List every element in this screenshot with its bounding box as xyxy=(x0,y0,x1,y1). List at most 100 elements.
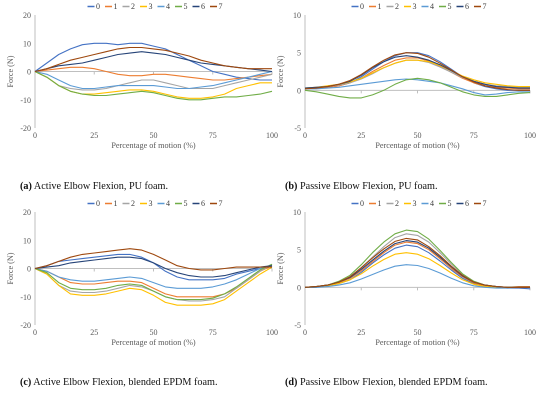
chart-a-legend-label-4: 4 xyxy=(166,2,170,11)
chart-d-xtick-label: 100 xyxy=(524,328,536,337)
chart-b-series-4-line xyxy=(305,78,530,96)
chart-b-legend-label-4: 4 xyxy=(430,2,434,11)
chart-c-ytick-label: 20 xyxy=(23,208,31,217)
chart-a-ylabel: Force (N) xyxy=(6,55,15,87)
chart-b-legend-label-3: 3 xyxy=(413,2,417,11)
chart-a-ytick-label: 10 xyxy=(23,39,31,48)
chart-c-xtick-label: 100 xyxy=(266,328,278,337)
chart-c-legend-label-0: 0 xyxy=(96,199,100,208)
chart-c-ytick-label: -20 xyxy=(20,321,31,330)
caption-b: (b) Passive Elbow Flexion, PU foam. xyxy=(285,181,438,192)
chart-b-xtick-label: 50 xyxy=(414,131,422,140)
chart-c-series-1-line xyxy=(34,265,273,298)
chart-d-legend-label-0: 0 xyxy=(360,199,364,208)
caption-b-text: Passive Elbow Flexion, PU foam. xyxy=(297,181,438,192)
chart-b-legend-label-7: 7 xyxy=(483,2,487,11)
caption-a: (a) Active Elbow Flexion, PU foam. xyxy=(20,181,168,192)
caption-a-text: Active Elbow Flexion, PU foam. xyxy=(31,181,168,192)
chart-d-legend-label-3: 3 xyxy=(413,199,417,208)
chart-d-ytick-label: 0 xyxy=(297,283,301,292)
caption-d-text: Passive Elbow Flexion, blended EPDM foam… xyxy=(297,377,488,388)
chart-a-series-5-line xyxy=(34,71,273,101)
chart-a-xlabel: Percentage of motion (%) xyxy=(111,141,196,150)
chart-d-series-3-line xyxy=(304,252,530,288)
chart-d-ytick-label: 10 xyxy=(293,208,301,217)
chart-d-ytick-label: -5 xyxy=(294,321,301,330)
chart-c-series-7-line xyxy=(34,248,272,271)
chart-a-legend-label-6: 6 xyxy=(201,2,205,11)
chart-d-series-1-line xyxy=(304,241,530,288)
chart-c-series-3-line xyxy=(34,266,273,306)
chart-a-series-7-line xyxy=(34,46,272,73)
chart-a-legend-label-2: 2 xyxy=(131,2,135,11)
chart-c-xtick-label: 75 xyxy=(209,328,217,337)
chart-a-series-4-line xyxy=(34,70,273,90)
chart-d-series-7-line xyxy=(304,237,530,288)
chart-c-legend-label-4: 4 xyxy=(166,199,170,208)
chart-d-legend-label-1: 1 xyxy=(378,199,382,208)
chart-c-ytick-label: 0 xyxy=(27,265,31,274)
chart-c-ylabel: Force (N) xyxy=(6,252,15,284)
caption-c-tag: (c) xyxy=(20,377,32,388)
caption-d: (d) Passive Elbow Flexion, blended EPDM … xyxy=(285,377,488,388)
chart-a-series-0-line xyxy=(34,42,272,81)
chart-d-series-5-line xyxy=(304,229,530,288)
chart-c-ytick-label: 10 xyxy=(23,236,31,245)
caption-c-text: Active Elbow Flexion, blended EPDM foam. xyxy=(31,377,218,388)
chart-a-legend-label-3: 3 xyxy=(149,2,153,11)
chart-c-legend-label-7: 7 xyxy=(219,199,223,208)
chart-d-legend-label-7: 7 xyxy=(483,199,487,208)
caption-b-tag: (b) xyxy=(285,181,298,192)
chart-d-legend-label-4: 4 xyxy=(430,199,434,208)
chart-b-xtick-label: 100 xyxy=(524,131,536,140)
chart-b-xtick-label: 0 xyxy=(303,131,307,140)
caption-c: (c) Active Elbow Flexion, blended EPDM f… xyxy=(20,377,218,388)
chart-a-ytick-label: 0 xyxy=(27,68,31,77)
chart-b-ytick-label: 10 xyxy=(293,11,301,20)
chart-a-legend-label-5: 5 xyxy=(184,2,188,11)
chart-d-xtick-label: 25 xyxy=(357,328,365,337)
chart-b-xtick-label: 25 xyxy=(357,131,365,140)
chart-a-xtick-label: 25 xyxy=(90,131,98,140)
chart-b-ytick-label: 0 xyxy=(297,86,301,95)
chart-c-xtick-label: 0 xyxy=(33,328,37,337)
chart-a-series-6-line xyxy=(34,51,273,73)
chart-a-xtick-label: 0 xyxy=(33,131,37,140)
chart-c-xtick-label: 50 xyxy=(150,328,158,337)
chart-a-legend-label-7: 7 xyxy=(219,2,223,11)
chart-c-xtick-label: 25 xyxy=(90,328,98,337)
chart-a-legend-label-0: 0 xyxy=(96,2,100,11)
chart-b-legend-label-0: 0 xyxy=(360,2,364,11)
chart-d-xtick-label: 0 xyxy=(303,328,307,337)
chart-c-legend-label-6: 6 xyxy=(201,199,205,208)
chart-a-ytick-label: -10 xyxy=(20,96,31,105)
chart-b-series-7-line xyxy=(304,52,530,91)
chart-d-xlabel: Percentage of motion (%) xyxy=(375,338,460,347)
caption-d-tag: (d) xyxy=(285,377,298,388)
chart-a-legend-label-1: 1 xyxy=(114,2,118,11)
chart-b-ytick-label: -5 xyxy=(294,124,301,133)
chart-a-series-3-line xyxy=(34,71,272,99)
chart-b-legend-label-6: 6 xyxy=(465,2,469,11)
chart-c-series-4-line xyxy=(34,265,273,289)
chart-d-legend-label-2: 2 xyxy=(395,199,399,208)
chart-b-xtick-label: 75 xyxy=(470,131,478,140)
chart-a-xtick-label: 50 xyxy=(150,131,158,140)
chart-d-series-4-line xyxy=(305,264,530,289)
chart-b-ylabel: Force (N) xyxy=(276,55,285,87)
chart-c-legend-label-2: 2 xyxy=(131,199,135,208)
chart-b-legend-label-5: 5 xyxy=(448,2,452,11)
chart-d-xtick-label: 50 xyxy=(414,328,422,337)
chart-a-ytick-label: -20 xyxy=(20,124,31,133)
chart-d-series-6-line xyxy=(304,240,530,288)
chart-b-legend-label-2: 2 xyxy=(395,2,399,11)
chart-b-series-5-line xyxy=(304,77,531,99)
chart-c-series-6-line xyxy=(34,256,273,278)
chart-c-legend-label-5: 5 xyxy=(184,199,188,208)
